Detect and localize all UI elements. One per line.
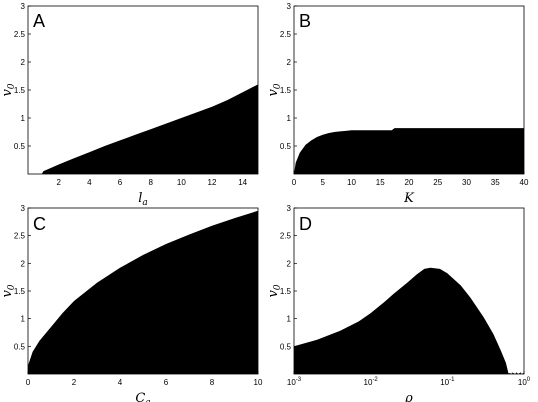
x-tick-label-c-3: 6	[164, 378, 169, 387]
y-tick-label-d-3: 2	[287, 259, 292, 268]
y-tick-label-a-5: 3	[21, 2, 26, 11]
panel-d: 10-3 10-2 10-1 100 0.5 1 1.5 2 2.5 3 ρ v0 D	[266, 204, 531, 402]
y-tick-label-c-1: 1	[21, 315, 26, 324]
x-axis-label-c: Ca	[135, 391, 150, 402]
y-tick-label-b-5: 3	[287, 2, 292, 11]
y-tick-label-b-2: 1.5	[280, 86, 292, 95]
region-fill-c	[28, 210, 258, 374]
x-tick-label-c-1: 2	[72, 378, 77, 387]
x-tick-label-d-0: 10-3	[287, 377, 302, 387]
x-tick-label-a-5: 12	[208, 178, 217, 187]
x-tick-label-d-3: 100	[518, 377, 531, 387]
y-tick-label-d-0: 0.5	[280, 342, 292, 351]
x-tick-label-b-4: 20	[405, 178, 414, 187]
x-tick-label-d-1: 10-2	[364, 377, 379, 387]
y-tick-label-c-0: 0.5	[14, 342, 26, 351]
x-tick-label-b-1: 5	[321, 178, 326, 187]
x-tick-label-c-0: 0	[26, 378, 31, 387]
x-tick-label-a-2: 6	[118, 178, 123, 187]
region-fill-d	[294, 267, 509, 374]
panel-label-b: B	[299, 11, 311, 31]
x-tick-label-c-5: 10	[254, 378, 263, 387]
x-tick-label-a-3: 8	[148, 178, 153, 187]
x-tick-label-a-6: 14	[238, 178, 247, 187]
y-tick-label-c-5: 3	[21, 204, 26, 213]
y-axis-label-b: v0	[266, 83, 283, 96]
y-tick-label-c-2: 1.5	[14, 287, 26, 296]
y-tick-label-c-4: 2.5	[14, 232, 26, 241]
y-tick-label-a-2: 1.5	[14, 86, 26, 95]
y-axis-label-d: v0	[266, 284, 283, 297]
y-tick-label-d-4: 2.5	[280, 232, 292, 241]
y-tick-label-a-1: 1	[21, 114, 26, 123]
y-axis-label-a: v0	[0, 83, 17, 96]
x-tick-label-b-6: 30	[462, 178, 471, 187]
y-axis-label-c: v0	[0, 284, 17, 297]
x-tick-label-b-5: 25	[433, 178, 442, 187]
x-tick-label-c-2: 4	[118, 378, 123, 387]
x-tick-label-c-4: 8	[210, 378, 215, 387]
y-tick-label-b-0: 0.5	[280, 142, 292, 151]
x-tick-label-b-3: 15	[376, 178, 385, 187]
x-tick-label-b-0: 0	[292, 178, 297, 187]
y-tick-label-b-1: 1	[287, 114, 292, 123]
y-tick-label-c-3: 2	[21, 259, 26, 268]
panel-c: 0 2 4 6 8 10 0.5 1 1.5 2 2.5 3 Ca v0 C	[0, 204, 263, 402]
x-tick-label-d-2: 10-1	[440, 377, 455, 387]
x-tick-label-a-4: 10	[177, 178, 186, 187]
region-fill-b	[294, 128, 524, 174]
x-tick-label-b-7: 35	[491, 178, 500, 187]
y-tick-label-b-4: 2.5	[280, 30, 292, 39]
x-axis-label-d: ρ	[404, 391, 413, 402]
x-tick-label-a-0: 2	[56, 178, 61, 187]
panel-label-d: D	[299, 214, 312, 234]
y-tick-label-d-2: 1.5	[280, 287, 292, 296]
y-tick-label-d-1: 1	[287, 315, 292, 324]
x-axis-label-b: K	[403, 191, 415, 206]
panel-b: 0 5 10 15 20 25 30 35 40 0.5 1 1.5 2 2.5 3 Kv0 B	[266, 2, 529, 206]
x-axis-label-a: la	[138, 191, 148, 208]
y-tick-label-a-3: 2	[21, 58, 26, 67]
panel-a: 2 4 6 8 10 12 14 0.5 1 1.5 2 2.5 3 la v0 A	[0, 2, 259, 208]
x-tick-label-b-8: 40	[520, 178, 529, 187]
y-tick-label-a-0: 0.5	[14, 142, 26, 151]
x-tick-label-b-2: 10	[347, 178, 356, 187]
y-tick-label-b-3: 2	[287, 58, 292, 67]
y-tick-label-d-5: 3	[287, 204, 292, 213]
panel-label-a: A	[33, 11, 45, 31]
panel-label-c: C	[33, 214, 46, 234]
y-tick-label-a-4: 2.5	[14, 30, 26, 39]
region-fill-a	[41, 84, 258, 174]
x-tick-label-a-1: 4	[87, 178, 92, 187]
